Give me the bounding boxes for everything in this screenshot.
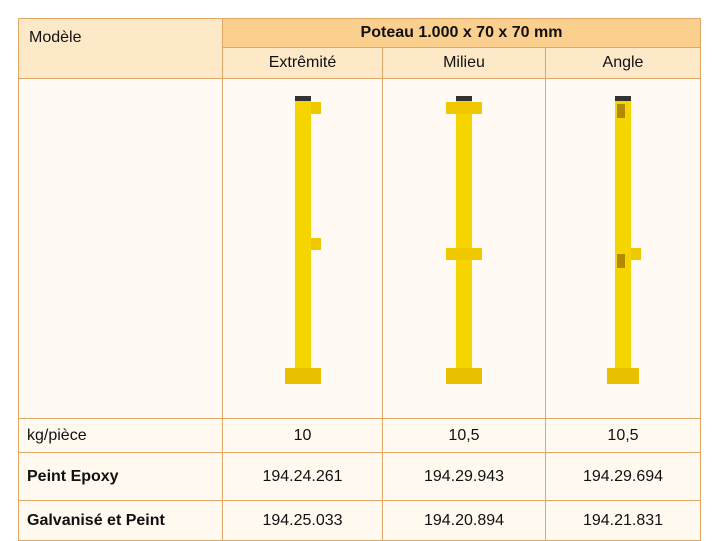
- cell: 10,5: [546, 419, 701, 453]
- post-angle-image: [583, 86, 663, 406]
- column-header: Milieu: [383, 48, 546, 79]
- model-header: Modèle: [19, 19, 223, 79]
- cell: 194.20.894: [383, 501, 546, 541]
- post-middle-image: [424, 86, 504, 406]
- image-cell: [546, 79, 701, 419]
- post-end-image: [263, 86, 343, 406]
- row-label: kg/pièce: [19, 419, 223, 453]
- image-cell: [383, 79, 546, 419]
- row-label: Peint Epoxy: [19, 453, 223, 501]
- cell: 194.25.033: [223, 501, 383, 541]
- page: {"header": {"model": "Modèle", "group": …: [0, 0, 716, 538]
- cell: 10,5: [383, 419, 546, 453]
- row-label: Galvanisé et Peint: [19, 501, 223, 541]
- image-cell: [19, 79, 223, 419]
- column-header: Extrêmité: [223, 48, 383, 79]
- product-table: Modèle Poteau 1.000 x 70 x 70 mm Extrêmi…: [18, 18, 701, 541]
- image-cell: [223, 79, 383, 419]
- cell: 194.29.694: [546, 453, 701, 501]
- cell: 194.21.831: [546, 501, 701, 541]
- group-header: Poteau 1.000 x 70 x 70 mm: [223, 19, 701, 48]
- column-header: Angle: [546, 48, 701, 79]
- cell: 194.29.943: [383, 453, 546, 501]
- cell: 10: [223, 419, 383, 453]
- cell: 194.24.261: [223, 453, 383, 501]
